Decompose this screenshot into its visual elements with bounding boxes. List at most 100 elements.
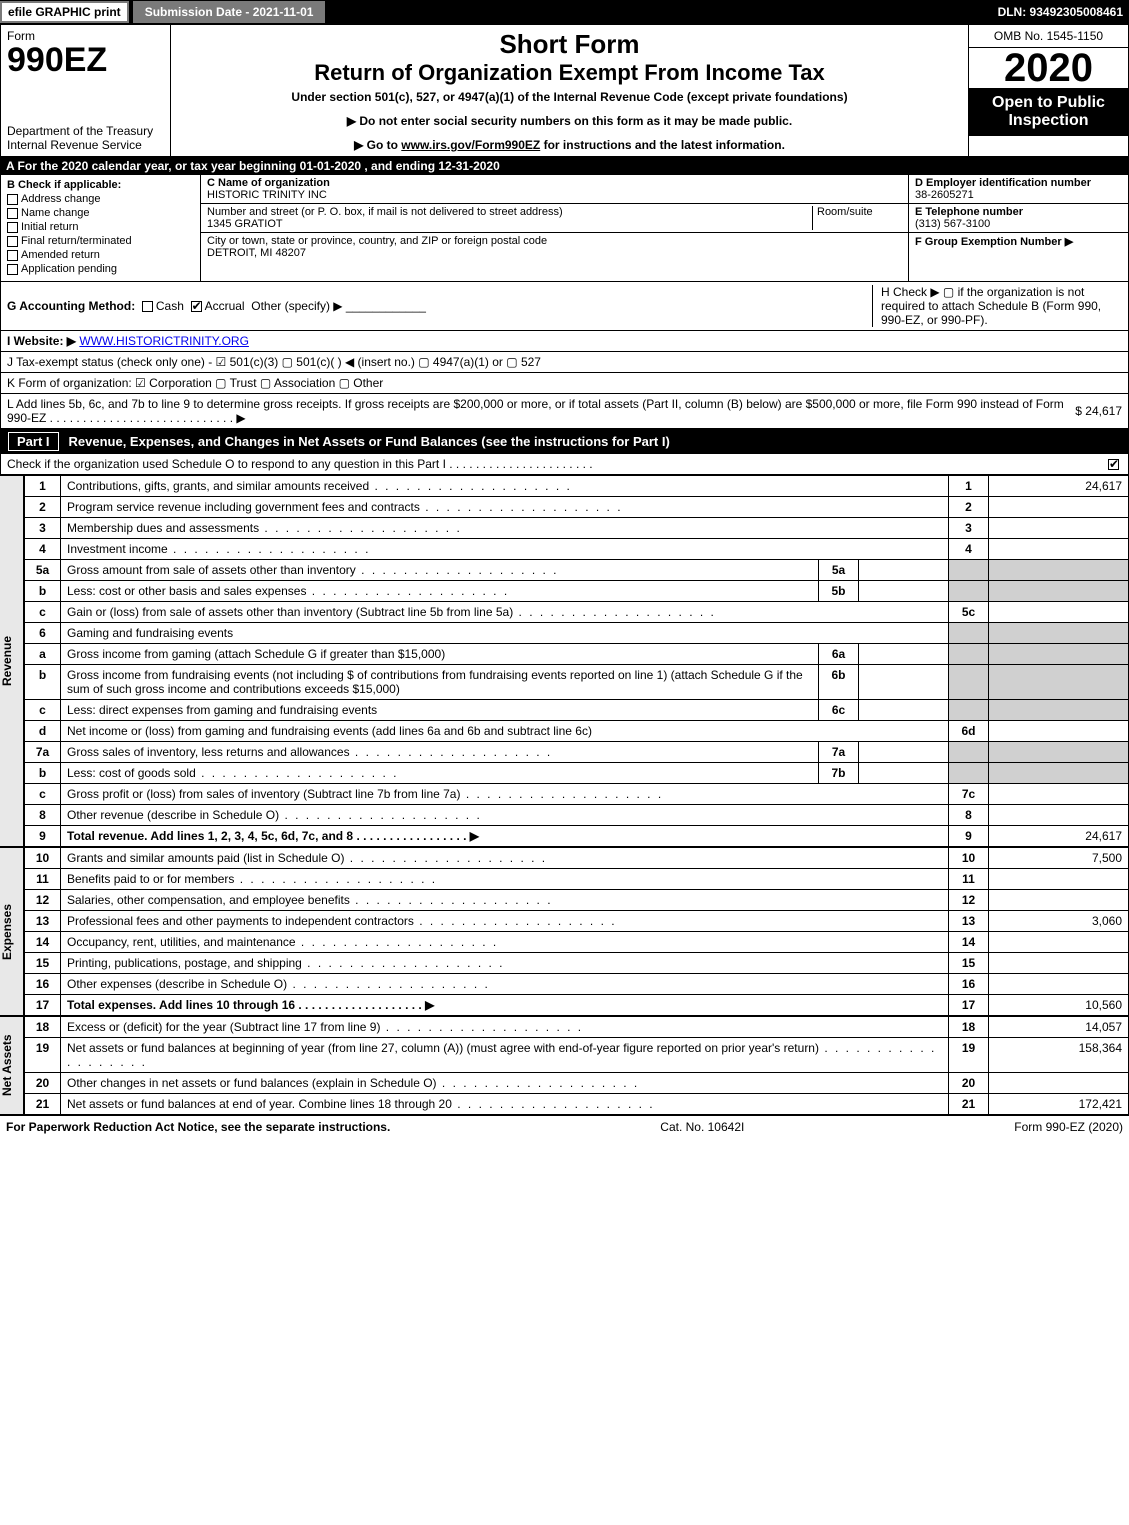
l7b-mid: 7b [819,763,859,784]
line-7c: cGross profit or (loss) from sales of in… [25,784,1129,805]
part1-check-text: Check if the organization used Schedule … [7,457,1108,471]
l14-desc: Occupancy, rent, utilities, and maintena… [67,935,498,949]
l9-amt: 24,617 [989,826,1129,847]
l6b-num: b [25,665,61,700]
expenses-section: Expenses 10Grants and similar amounts pa… [0,847,1129,1016]
l19-desc: Net assets or fund balances at beginning… [67,1041,936,1069]
chk-cash[interactable] [142,301,153,312]
line-1: 1 Contributions, gifts, grants, and simil… [25,476,1129,497]
open-inspection: Open to Public Inspection [969,88,1128,136]
l19-num: 19 [25,1038,61,1073]
l7b-ln-shade [949,763,989,784]
line-19: 19Net assets or fund balances at beginni… [25,1038,1129,1073]
website-link[interactable]: WWW.HISTORICTRINITY.ORG [79,334,249,348]
chk-application-pending[interactable]: Application pending [7,263,194,275]
l5b-midval [859,581,949,602]
l1-desc: Contributions, gifts, grants, and simila… [67,479,572,493]
col-c-org-info: C Name of organization HISTORIC TRINITY … [201,175,908,281]
l1-amt: 24,617 [989,476,1129,497]
g-other: Other (specify) ▶ [251,299,342,313]
l6c-num: c [25,700,61,721]
line-17: 17Total expenses. Add lines 10 through 1… [25,995,1129,1016]
row-k: K Form of organization: ☑ Corporation ▢ … [0,373,1129,394]
submission-date-button[interactable]: Submission Date - 2021-11-01 [133,1,326,23]
line-6: 6Gaming and fundraising events [25,623,1129,644]
netassets-table: 18Excess or (deficit) for the year (Subt… [24,1016,1129,1115]
l6a-midval [859,644,949,665]
netassets-section: Net Assets 18Excess or (deficit) for the… [0,1016,1129,1115]
l10-ln: 10 [949,848,989,869]
l5a-mid: 5a [819,560,859,581]
l10-num: 10 [25,848,61,869]
line-21: 21Net assets or fund balances at end of … [25,1094,1129,1115]
chk-final-return[interactable]: Final return/terminated [7,235,194,247]
part1-tag: Part I [8,432,59,451]
l15-ln: 15 [949,953,989,974]
l3-desc: Membership dues and assessments [67,521,462,535]
l6b-midval [859,665,949,700]
b-header: B Check if applicable: [7,179,194,191]
l6d-amt [989,721,1129,742]
footer-left: For Paperwork Reduction Act Notice, see … [6,1120,390,1134]
l8-ln: 8 [949,805,989,826]
l20-amt [989,1073,1129,1094]
revenue-section: Revenue 1Contributions, gifts, grants, a… [0,475,1129,847]
l11-num: 11 [25,869,61,890]
l6d-num: d [25,721,61,742]
l7a-amt-shade [989,742,1129,763]
l20-ln: 20 [949,1073,989,1094]
l7c-desc: Gross profit or (loss) from sales of inv… [67,787,663,801]
city-value: DETROIT, MI 48207 [207,247,306,259]
h-note: H Check ▶ ▢ if the organization is not r… [872,285,1122,327]
chk-amended-return[interactable]: Amended return [7,249,194,261]
line-20: 20Other changes in net assets or fund ba… [25,1073,1129,1094]
l6c-ln-shade [949,700,989,721]
l17-amt: 10,560 [989,995,1129,1016]
line-6a: aGross income from gaming (attach Schedu… [25,644,1129,665]
c-name-label: C Name of organization [207,177,330,189]
col-def: D Employer identification number 38-2605… [908,175,1128,281]
efile-print-button[interactable]: efile GRAPHIC print [0,1,129,23]
l12-desc: Salaries, other compensation, and employ… [67,893,553,907]
l11-ln: 11 [949,869,989,890]
chk-accrual[interactable] [191,301,202,312]
line-8: 8Other revenue (describe in Schedule O)8 [25,805,1129,826]
l21-num: 21 [25,1094,61,1115]
irs-link[interactable]: www.irs.gov/Form990EZ [401,138,540,152]
part1-checkbox[interactable] [1108,459,1119,470]
chk-address-change[interactable]: Address change [7,193,194,205]
l11-amt [989,869,1129,890]
l11-desc: Benefits paid to or for members [67,872,437,886]
chk-name-change[interactable]: Name change [7,207,194,219]
line-2: 2Program service revenue including gover… [25,497,1129,518]
expenses-table: 10Grants and similar amounts paid (list … [24,847,1129,1016]
l14-ln: 14 [949,932,989,953]
l5a-desc: Gross amount from sale of assets other t… [67,563,559,577]
l4-ln: 4 [949,539,989,560]
note-goto-pre: ▶ Go to [354,138,401,152]
l17-desc: Total expenses. Add lines 10 through 16 … [67,998,434,1012]
l5b-num: b [25,581,61,602]
l6a-num: a [25,644,61,665]
e-phone-label: E Telephone number [915,206,1023,218]
line-a-tax-year: A For the 2020 calendar year, or tax yea… [0,157,1129,175]
chk-initial-return[interactable]: Initial return [7,221,194,233]
note-goto: ▶ Go to www.irs.gov/Form990EZ for instru… [181,138,958,152]
l3-ln: 3 [949,518,989,539]
l5a-midval [859,560,949,581]
line-6d: dNet income or (loss) from gaming and fu… [25,721,1129,742]
l5b-ln-shade [949,581,989,602]
l5a-ln-shade [949,560,989,581]
l1-ln: 1 [949,476,989,497]
l6a-mid: 6a [819,644,859,665]
j-text: J Tax-exempt status (check only one) - ☑… [7,355,541,369]
room-label: Room/suite [817,206,873,218]
l-amount: $ 24,617 [1075,404,1122,418]
l13-amt: 3,060 [989,911,1129,932]
chk-amended-return-label: Amended return [21,249,100,261]
line-5c: cGain or (loss) from sale of assets othe… [25,602,1129,623]
l7b-desc: Less: cost of goods sold [67,766,398,780]
l7a-num: 7a [25,742,61,763]
l6d-ln: 6d [949,721,989,742]
l19-ln: 19 [949,1038,989,1073]
